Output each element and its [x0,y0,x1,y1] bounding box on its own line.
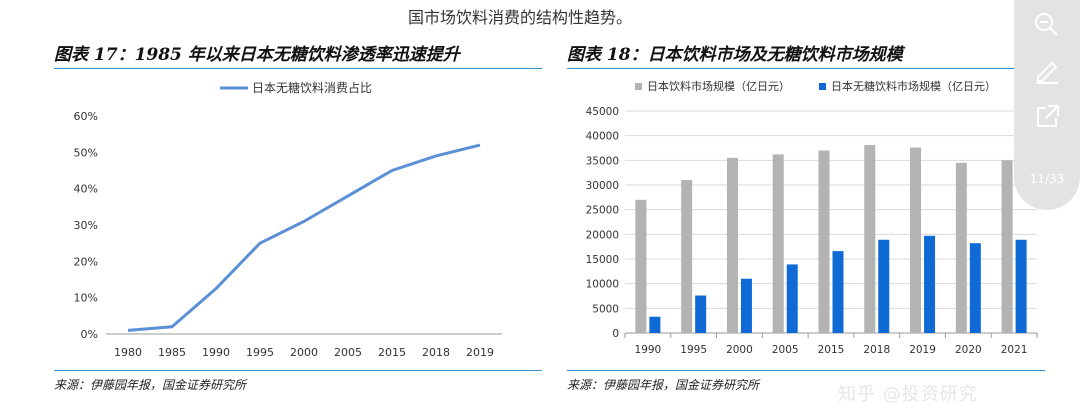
y-tick-label: 20000 [586,229,619,241]
bar-total-market [864,145,876,333]
x-tick-label: 2021 [1001,344,1028,356]
y-tick-label: 30000 [586,180,619,192]
left-title-rule [54,68,542,69]
y-tick-label: 40000 [586,131,619,143]
y-tick-label: 20% [74,255,98,268]
y-tick-label: 60% [74,110,98,123]
y-tick-label: 0 [612,328,619,340]
bar-sugar-free-market [969,243,981,333]
top-text: 国市场饮料消费的结构性趋势。 [408,8,633,27]
line-chart: 0% 10% 20% 30% 40% 50% 60% 1980 1985 1990 1995 2000… [74,80,502,359]
left-source: 来源：伊藤园年报，国金证券研究所 [54,378,247,392]
series-line [127,143,481,332]
x-tick-label: 1990 [202,346,230,359]
bar-sugar-free-market [832,251,844,333]
legend-swatch [819,83,826,90]
y-tick-label: 5000 [592,303,619,315]
x-tick-label: 2005 [772,344,799,356]
zoom-icon[interactable] [1032,10,1062,40]
y-tick-label: 35000 [586,155,619,167]
bar-total-market [726,157,738,333]
y-tick-label: 45000 [586,106,619,118]
x-tick-label: 1995 [246,346,274,359]
left-bottom-rule [54,370,542,371]
bar-sugar-free-market [924,235,936,333]
y-tick-label: 15000 [586,254,619,266]
x-tick-label: 1985 [158,346,186,359]
x-tick-label: 2019 [466,346,494,359]
bar-sugar-free-market [878,239,890,333]
bar-sugar-free-market [1015,239,1027,333]
legend-swatch [635,83,642,90]
bar-total-market [772,154,784,333]
right-source: 来源：伊藤园年报，国金证券研究所 [567,378,760,392]
x-tick-label: 2000 [726,344,753,356]
bar-total-market [681,180,693,333]
bar-chart: 0 5000 10000 15000 20000 25000 30000 35000 40000… [586,79,1038,356]
right-bottom-rule [567,370,1045,371]
legend-label: 日本饮料市场规模（亿日元） [647,79,790,93]
y-tick-label: 30% [74,219,98,232]
x-tick-label: 2018 [863,344,890,356]
bar-sugar-free-market [786,264,798,333]
y-tick-label: 50% [74,146,98,159]
viewer-toolbar: 11/33 [1014,0,1080,210]
y-tick-label: 10% [74,292,98,305]
bar-total-market [955,162,967,333]
left-figure-title: 图表 17：1985 年以来日本无糖饮料渗透率迅速提升 [54,45,460,65]
x-tick-label: 2020 [955,344,982,356]
pencil-icon[interactable] [1032,55,1062,85]
x-tick-label: 2018 [422,346,450,359]
legend-label: 日本无糖饮料消费占比 [252,80,372,95]
y-tick-label: 0% [81,328,98,341]
x-tick-label: 1980 [114,346,142,359]
right-figure-title: 图表 18：日本饮料市场及无糖饮料市场规模 [567,45,903,65]
bar-sugar-free-market [649,316,661,333]
bar-total-market [818,150,830,333]
x-tick-label: 2015 [818,344,845,356]
watermark: 知乎 @投资研究 [838,384,978,405]
page-indicator: 11/33 [1029,172,1065,186]
x-tick-label: 2015 [378,346,406,359]
x-tick-label: 2005 [334,346,362,359]
y-tick-label: 25000 [586,205,619,217]
y-tick-label: 40% [74,183,98,196]
bar-sugar-free-market [740,278,752,333]
share-icon[interactable] [1032,102,1062,132]
bar-total-market [910,147,922,333]
x-tick-label: 1995 [680,344,707,356]
bar-sugar-free-market [695,295,707,333]
right-title-rule [567,68,1045,69]
x-tick-label: 2000 [290,346,318,359]
x-tick-label: 1990 [635,344,662,356]
bar-total-market [635,199,647,333]
x-tick-label: 2019 [909,344,936,356]
bar-total-market [1001,160,1013,333]
y-tick-label: 10000 [586,279,619,291]
legend-label: 日本无糖饮料市场规模（亿日元） [831,79,996,93]
